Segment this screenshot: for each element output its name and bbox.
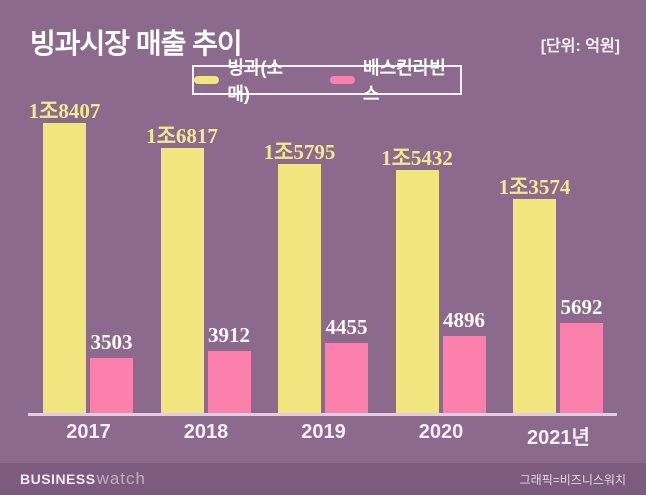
bar-value-label: 1조5795 xyxy=(263,140,336,164)
x-axis-line xyxy=(28,413,617,416)
legend-item-bingwa: 빙과(소매) xyxy=(194,54,304,106)
bar-series0-2019 xyxy=(278,164,321,413)
bar-value-label: 1조8407 xyxy=(28,99,101,123)
bar-series0-2017 xyxy=(43,123,86,413)
bar-series1-2018 xyxy=(207,351,251,413)
chart-legend: 빙과(소매) 배스킨라빈스 xyxy=(192,58,462,104)
logo-text-light: watch xyxy=(96,469,146,488)
legend-label: 빙과(소매) xyxy=(227,58,284,104)
legend-label: 배스킨라빈스 xyxy=(363,58,446,104)
bar-series0-2020 xyxy=(395,170,439,413)
bar-series0-2021년 xyxy=(513,199,556,413)
bar-value-label: 3912 xyxy=(208,323,250,347)
unit-label: [단위: 억원] xyxy=(540,38,620,55)
businesswatch-logo: BUSINESS watch xyxy=(20,469,146,489)
bar-series1-2021년 xyxy=(560,323,603,413)
bar-value-label: 1조6817 xyxy=(146,124,218,148)
legend-swatch xyxy=(194,76,220,84)
chart-area: 1조8407 3503 2017 1조6817 3912 2018 1조5795 4455 20… xyxy=(28,99,617,449)
bar-series0-2018 xyxy=(160,148,204,413)
footer-bar: BUSINESS watch 그래픽=비즈니스워치 xyxy=(0,463,646,495)
x-axis-label: 2018 xyxy=(183,421,229,443)
bar-series1-2019 xyxy=(325,343,368,413)
logo-text-bold: BUSINESS xyxy=(20,471,96,487)
bar-value-label: 5692 xyxy=(560,295,603,319)
bar-series1-2017 xyxy=(90,358,133,413)
bar-value-label: 4896 xyxy=(443,308,485,332)
legend-swatch xyxy=(329,76,356,84)
legend-item-baskinrobbins: 배스킨라빈스 xyxy=(329,54,460,106)
x-axis-label: 2017 xyxy=(66,421,111,443)
page-title: 빙과시장 매출 추이 xyxy=(30,28,243,59)
x-axis-label: 2020 xyxy=(418,421,464,443)
x-axis-label: 2019 xyxy=(301,421,346,443)
bar-value-label: 1조5432 xyxy=(381,146,453,170)
bar-series1-2020 xyxy=(442,336,486,413)
bar-value-label: 4455 xyxy=(325,315,368,339)
bar-value-label: 3503 xyxy=(90,330,133,354)
graphic-credit: 그래픽=비즈니스워치 xyxy=(519,472,626,487)
x-axis-label: 2021년 xyxy=(527,427,590,449)
bar-value-label: 1조3574 xyxy=(498,175,571,199)
